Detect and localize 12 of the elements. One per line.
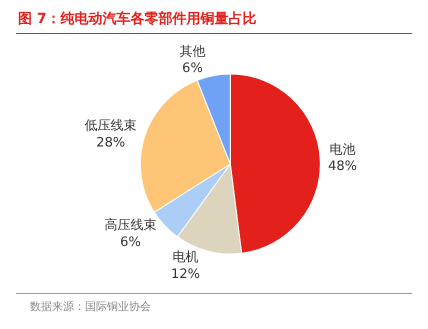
slice-label: 高压线束 xyxy=(104,216,156,233)
source-note: 数据来源：国际铜业协会 xyxy=(30,299,151,314)
data-label: 6% xyxy=(182,61,203,76)
data-label: 28% xyxy=(96,136,126,151)
chart-title: 图 7：纯电动汽车各零部件用铜量占比 xyxy=(18,10,257,28)
slice-label: 电机 xyxy=(172,250,199,266)
data-label: 48% xyxy=(328,159,358,174)
slice-label: 电池 xyxy=(330,142,356,158)
slice-label: 其他 xyxy=(179,44,206,60)
slice-label: 低压线束 xyxy=(84,118,137,134)
data-label: 6% xyxy=(120,234,141,250)
data-label: 12% xyxy=(171,267,200,282)
